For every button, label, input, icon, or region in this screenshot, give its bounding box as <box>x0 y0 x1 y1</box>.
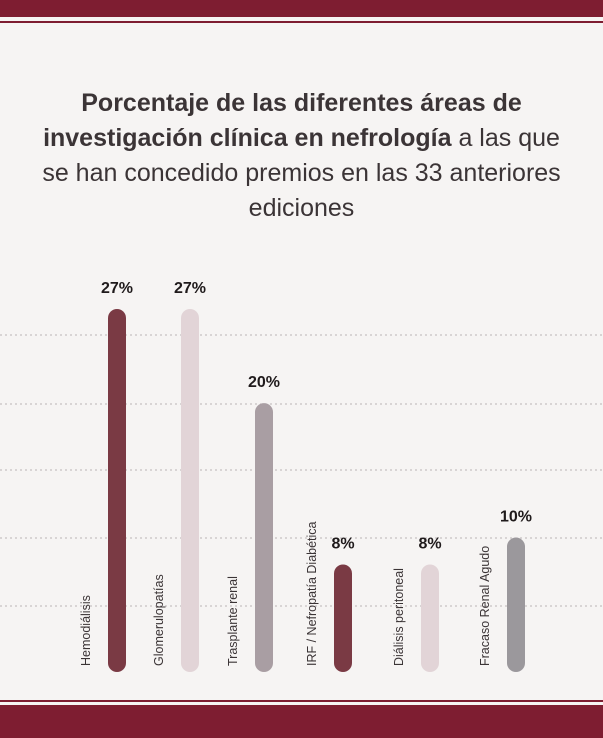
bar <box>507 537 525 672</box>
category-label: Hemodiálisis <box>79 595 93 666</box>
category-label: Trasplante renal <box>226 576 240 666</box>
bar <box>255 403 273 672</box>
bar <box>334 564 352 672</box>
top-band <box>0 0 603 17</box>
category-label: IRF / Nefropatía Diabética <box>305 521 319 666</box>
data-label: 27% <box>101 280 133 297</box>
chart-title-bold: Porcentaje de las diferentes áreas de in… <box>43 89 522 152</box>
category-label: Fracaso Renal Agudo <box>478 546 492 666</box>
top-band-line <box>0 21 603 23</box>
chart-title: Porcentaje de las diferentes áreas de in… <box>30 86 573 226</box>
data-label: 8% <box>418 535 441 552</box>
chart-title-rest: a las que se han concedido premios en la… <box>42 124 561 222</box>
data-label: 8% <box>331 535 354 552</box>
data-label: 10% <box>500 509 532 526</box>
bottom-band-line <box>0 700 603 702</box>
bar <box>421 564 439 672</box>
data-label: 20% <box>248 374 280 391</box>
bottom-band <box>0 705 603 738</box>
data-label: 27% <box>174 280 206 297</box>
bar <box>108 309 126 672</box>
bar <box>181 309 199 672</box>
category-label: Diálisis peritoneal <box>392 568 406 666</box>
category-label: Glomerulopatías <box>152 574 166 666</box>
